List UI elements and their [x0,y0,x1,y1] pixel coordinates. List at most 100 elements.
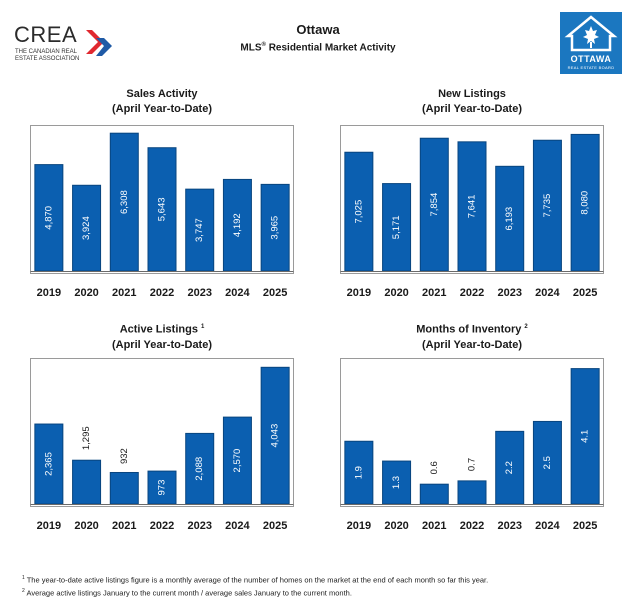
data-label: 2,570 [232,449,243,473]
chart-subtitle: (April Year-to-Date) [111,103,213,115]
bar [344,151,374,272]
footnote-mark: 2 [22,587,25,594]
bar [495,165,525,272]
x-tick-label: 2023 [497,287,521,299]
bar [532,420,562,505]
x-tick-label: 2023 [497,520,521,532]
plot-frame [340,125,604,274]
chart-title-text: New Listings [438,88,506,100]
crea-wordmark: CREA [14,22,78,47]
new-listings-panel: New Listings (April Year-to-Date) 7,025 2… [340,87,604,299]
plot-frame [340,358,604,507]
data-label: 0.6 [429,461,440,474]
data-label: 3,924 [81,216,92,240]
data-label: 6,193 [504,207,515,231]
data-label: 0.7 [467,458,478,471]
ottawa-board-logo[interactable]: OTTAWA REAL ESTATE BOARD [560,12,622,74]
x-tick-label: 2024 [225,287,250,299]
x-tick-label: 2024 [535,520,560,532]
data-label: 2.5 [542,456,553,469]
x-tick-label: 2024 [535,287,560,299]
data-label: 2.2 [504,461,515,474]
plot-frame [30,358,294,507]
data-label: 4,192 [232,213,243,237]
chart-title: Active Listings 1 [30,320,294,338]
data-label: 1.3 [391,476,402,489]
board-subtitle: REAL ESTATE BOARD [567,65,615,70]
footnote-ref: 1 [200,324,205,330]
data-label: 7,735 [542,194,553,218]
x-tick-label: 2021 [112,520,136,532]
chart-title-text: Sales Activity [126,88,198,100]
report-subtitle: MLS® Residential Market Activity [168,38,468,55]
footnote-ref: 2 [524,324,528,330]
data-label: 1,295 [81,426,92,450]
x-tick-label: 2022 [150,520,174,532]
board-name: OTTAWA [570,54,612,64]
bar [72,459,102,505]
data-label: 5,171 [391,215,402,239]
x-tick-label: 2019 [37,520,61,532]
footnote-1: 1 The year-to-date active listings figur… [22,573,488,586]
data-label: 4,043 [270,424,281,448]
footnote-2: 2 Average active listings January to the… [22,586,488,599]
chart-title: Sales Activity [30,87,294,102]
data-label: 7,641 [467,195,478,219]
x-tick-label: 2025 [263,287,287,299]
crea-chevron-icon [86,30,112,56]
crea-logo[interactable]: CREA THE CANADIAN REAL ESTATE ASSOCIATIO… [14,22,114,66]
months-of-inventory-panel: Months of Inventory 2 (April Year-to-Date… [340,320,604,532]
bar [34,164,64,272]
x-tick-label: 2020 [74,287,98,299]
data-label: 6,308 [119,190,130,214]
bar [457,480,487,505]
footnote-text: The year-to-date active listings figure … [24,575,489,585]
data-label: 932 [119,448,130,464]
x-tick-label: 2023 [187,520,211,532]
x-tick-label: 2020 [74,520,98,532]
x-tick-label: 2019 [347,520,371,532]
x-tick-label: 2025 [573,287,597,299]
sales-activity-chart: 4,870 2019 3,924 2020 6,308 2021 5,643 2022 3,74… [30,125,294,299]
months-of-inventory-chart: 1.9 2019 1.3 2020 0.6 2021 0.7 2022 2.2 2023 2.5 20… [340,358,604,532]
data-label: 2,088 [194,457,205,481]
data-label: 4,870 [43,206,54,230]
data-label: 7,025 [353,200,364,224]
bar [260,366,290,505]
data-label: 1.9 [353,466,364,479]
x-tick-label: 2021 [422,287,446,299]
data-label: 973 [157,480,168,496]
bar [570,133,600,272]
chart-title: Months of Inventory 2 [340,320,604,338]
data-label: 5,643 [157,197,168,221]
active-listings-panel: Active Listings 1 (April Year-to-Date) 2,… [30,320,294,532]
x-tick-label: 2019 [37,287,61,299]
data-label: 3,965 [270,216,281,240]
bar [344,440,374,505]
crea-tagline: THE CANADIAN REAL ESTATE ASSOCIATION [15,49,80,62]
bar [109,471,139,505]
sales-activity-panel: Sales Activity (April Year-to-Date) 4,87… [30,87,294,299]
bar [72,184,102,272]
chart-subtitle: (April Year-to-Date) [421,103,523,115]
chart-title: New Listings [340,87,604,102]
bar [532,139,562,272]
x-tick-label: 2020 [384,520,408,532]
active-listings-chart: 2,365 2019 1,295 2020 932 2021 973 2022 2,088 202… [30,358,294,532]
x-tick-label: 2025 [263,520,287,532]
x-tick-label: 2021 [422,520,446,532]
bar [382,460,412,505]
house-maple-leaf-icon [564,15,618,52]
chart-subtitle: (April Year-to-Date) [111,338,213,351]
bar [457,141,487,272]
data-label: 3,747 [194,218,205,242]
bar [147,470,177,505]
data-label: 4.1 [580,430,591,443]
chart-title-text: Months of Inventory [416,323,522,336]
report-title: Ottawa [296,22,340,37]
bar [222,416,252,505]
bar [34,423,64,505]
new-listings-chart: 7,025 2019 5,171 2020 7,854 2021 7,641 2022 6,19… [340,125,604,299]
data-label: 7,854 [429,193,440,217]
x-tick-label: 2020 [384,287,408,299]
